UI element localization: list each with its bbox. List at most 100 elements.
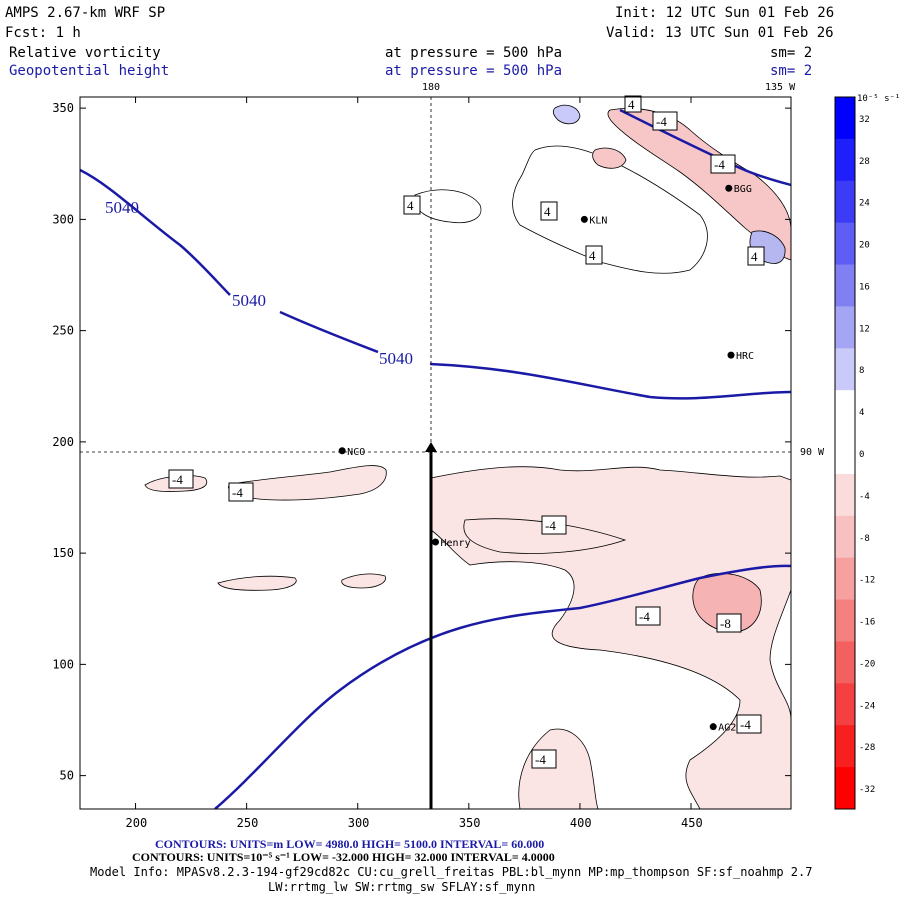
vort-label-14: -4	[531, 749, 557, 769]
top-label-135w: 135 W	[765, 82, 796, 93]
svg-text:-8: -8	[720, 616, 731, 631]
svg-text:-4: -4	[656, 114, 667, 129]
x-tick-label: 200	[126, 816, 148, 830]
colorbar-segment	[835, 390, 855, 433]
station-dot	[338, 447, 346, 455]
colorbar-tick-label: 4	[859, 408, 864, 418]
init-time: Init: 12 UTC Sun 01 Feb 26	[615, 5, 834, 21]
colorbar-tick-label: 24	[859, 199, 870, 209]
station-label: NCO	[347, 447, 365, 458]
colorbar-segment	[835, 138, 855, 182]
vort-label-4: 4	[747, 246, 765, 266]
vort-label-5: -4	[652, 111, 678, 131]
station-label: AG2	[718, 723, 736, 734]
x-tick-label: 250	[237, 816, 259, 830]
vort-label-10: -4	[541, 515, 567, 535]
colorbar-segment	[835, 222, 855, 266]
upper-blue-small	[552, 104, 581, 125]
field-1-pressure: at pressure = 500 hPa	[385, 45, 562, 61]
station-dot	[580, 215, 588, 223]
svg-text:-4: -4	[740, 717, 751, 732]
y-tick-label: 150	[52, 546, 74, 560]
y-tick-label: 50	[60, 769, 74, 783]
colorbar-segment	[835, 683, 855, 726]
height-contour-lower	[214, 564, 791, 809]
colorbar-tick-label: -8	[859, 534, 870, 544]
svg-text:-4: -4	[714, 157, 725, 172]
field-2-smoothing: sm= 2	[770, 63, 812, 79]
vorticity-contour-labels: 4 4 4 4 -4 -4 4 -4 -4 -4 -4 -8 -4 -4	[168, 95, 765, 769]
footer-height-contours: CONTOURS: UNITS=m LOW= 4980.0 HIGH= 5100…	[155, 837, 544, 851]
svg-text:-4: -4	[639, 609, 650, 624]
map-panel: 5040 5040 5040 4 4 4 4 -4 -4 4 -4 -4 -4 …	[79, 95, 792, 810]
height-contour-5040	[80, 168, 791, 400]
colorbar-tick-label: 28	[859, 157, 870, 167]
station-dot	[709, 723, 717, 731]
forecast-hour: Fcst: 1 h	[5, 25, 81, 41]
field-1-smoothing: sm= 2	[770, 45, 812, 61]
vort-label-8: -4	[168, 469, 194, 489]
colorbar-tick-label: -12	[859, 576, 875, 586]
x-tick-label: 350	[459, 816, 481, 830]
colorbar-tick-label: 20	[859, 241, 870, 251]
svg-text:-4: -4	[545, 518, 556, 533]
svg-text:4: 4	[751, 249, 758, 264]
footer-model-info: Model Info: MPASv8.2.3-194-gf29cd82c CU:…	[90, 865, 812, 879]
colorbar-segment	[835, 725, 855, 768]
colorbar-segment	[835, 473, 855, 517]
colorbar-segment	[835, 557, 855, 601]
height-contour-labels: 5040 5040 5040	[105, 198, 413, 368]
colorbar-segment	[835, 180, 855, 224]
positive-vorticity-contour-2	[414, 189, 482, 224]
station-dot	[727, 351, 735, 359]
field-2-pressure: at pressure = 500 hPa	[385, 63, 562, 79]
svg-text:4: 4	[589, 248, 596, 263]
station-dot	[432, 538, 439, 546]
station-markers: KLN BGG HRC NCO Henry AG2	[338, 184, 754, 734]
colorbar-tick-label: 12	[859, 324, 870, 334]
colorbar-segment	[835, 641, 855, 684]
colorbar-units: 10⁻⁵ s⁻¹	[857, 94, 900, 104]
y-axis-ticks: 350 300 250 200 150 100 50	[52, 101, 791, 783]
x-tick-label: 300	[348, 816, 370, 830]
colorbar-segment	[835, 306, 855, 349]
station-label: HRC	[736, 351, 754, 362]
colorbar-segment	[835, 432, 855, 475]
colorbar-segment	[835, 767, 855, 810]
vorticity-shading	[144, 104, 791, 809]
y-tick-label: 300	[52, 212, 74, 226]
station-label: Henry	[441, 538, 471, 549]
vort-label-6: -4	[710, 154, 736, 174]
map-frame	[79, 96, 792, 810]
vort-label-2: 4	[540, 201, 558, 221]
svg-text:-4: -4	[232, 485, 243, 500]
footer-vorticity-contours: CONTOURS: UNITS=10⁻⁵ s⁻¹ LOW= -32.000 HI…	[132, 850, 555, 864]
vort-label-11: -4	[635, 606, 661, 626]
colorbar-frame	[834, 96, 856, 810]
height-label-1: 5040	[105, 198, 139, 217]
colorbar-tick-label: 32	[859, 115, 870, 125]
vort-label-7: 4	[624, 95, 642, 113]
svg-text:-4: -4	[172, 472, 183, 487]
colorbar-tick-label: -32	[859, 785, 875, 795]
colorbar-segment	[835, 97, 855, 140]
station-label: KLN	[589, 215, 607, 226]
y-tick-label: 100	[52, 657, 74, 671]
x-axis-ticks: 200 250 300 350 400 450	[126, 97, 703, 830]
svg-text:4: 4	[407, 198, 414, 213]
height-label-3: 5040	[379, 349, 413, 368]
top-label-180: 180	[422, 82, 440, 93]
y-tick-label: 350	[52, 101, 74, 115]
model-title: AMPS 2.67-km WRF SP	[5, 5, 165, 21]
upper-pink-small	[592, 147, 627, 169]
colorbar-tick-label: -28	[859, 743, 875, 753]
colorbar-tick-label: -24	[859, 701, 875, 711]
y-tick-label: 250	[52, 324, 74, 338]
valid-time: Valid: 13 UTC Sun 01 Feb 26	[606, 25, 834, 41]
label-90w: 90 W	[800, 447, 825, 458]
colorbar: 10⁻⁵ s⁻¹ 32 28 24 20 16 12 8 4 0 -4 -8 -12 -16 -20 -24…	[834, 94, 900, 810]
station-dot	[725, 184, 733, 192]
south-pole-marker	[425, 442, 437, 452]
vorticity-lower-blob	[518, 728, 599, 809]
